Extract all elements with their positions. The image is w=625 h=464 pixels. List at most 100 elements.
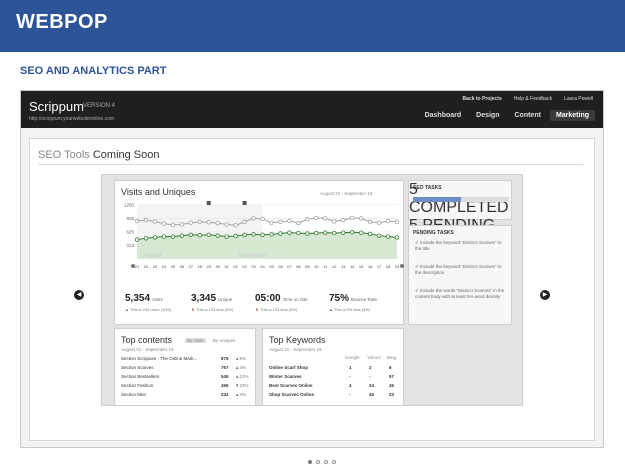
- content-row[interactable]: Section Scarves 767 ▲4%: [121, 365, 251, 370]
- scroll-right-icon: [400, 264, 404, 268]
- keyword-row[interactable]: Winter Scarves - - 67: [269, 374, 399, 379]
- uniques-point: [251, 232, 256, 237]
- uniques-point: [376, 233, 382, 238]
- uniques-point: [143, 236, 149, 241]
- pending-tasks-title: PENDING TASKS: [413, 230, 454, 236]
- task-item[interactable]: ✔ Include the keyword "Distinct Scarves"…: [415, 240, 507, 252]
- carousel-dot[interactable]: [324, 460, 328, 464]
- uniques-point: [197, 233, 202, 238]
- visits-point: [152, 219, 158, 224]
- uniques-area: [137, 232, 397, 259]
- x-tick-label: 26: [180, 264, 185, 269]
- nav-design[interactable]: Design: [476, 112, 500, 119]
- divider: [38, 164, 583, 165]
- uniques-point: [278, 231, 283, 236]
- scroll-left-icon: [131, 264, 135, 268]
- app-url[interactable]: http://scrippum.yourwebsiteonline.com: [29, 116, 115, 122]
- top-contents-card: Top contents By visits By uniques August…: [114, 328, 256, 406]
- range-handle: [242, 201, 247, 205]
- task-item[interactable]: ✔ Include the keyword "Distinct Scarves"…: [415, 264, 507, 276]
- visits-point: [385, 218, 391, 224]
- col-yahoo: Yahoo!: [367, 355, 381, 360]
- visits-point: [179, 222, 185, 227]
- keyword-name: Online Scarf Shop: [269, 365, 309, 370]
- next-slide-button[interactable]: ▶: [540, 290, 550, 300]
- stat-visits: 5,354 Visits: [125, 293, 163, 304]
- top-keywords-title: Top Keywords: [269, 335, 326, 345]
- x-tick-label: 16: [368, 264, 373, 269]
- nav-marketing[interactable]: Marketing: [549, 110, 595, 121]
- prev-slide-button[interactable]: ◀: [74, 290, 84, 300]
- stat-time: 05:00 Time on Site: [255, 293, 308, 304]
- content-name: Section Bestsellers: [121, 374, 160, 379]
- carousel-dot[interactable]: [316, 460, 320, 464]
- visits-point: [394, 219, 400, 225]
- content-pct: ▼23%: [235, 383, 249, 388]
- seo-tools-panel: SEO Tools Coming Soon ◀ ▶ Visits and Uni…: [29, 138, 595, 464]
- keyword-row[interactable]: Best Scarves Online 4 34 45: [269, 383, 399, 388]
- x-tick-label: 29: [206, 264, 211, 269]
- stat-change: This is 133 less (5%): [196, 307, 234, 312]
- content-row[interactable]: Section Men 234 ▲3%: [121, 392, 251, 397]
- keyword-name: Best Scarves Online: [269, 383, 313, 388]
- nav-content[interactable]: Content: [514, 112, 541, 119]
- by-uniques-toggle[interactable]: By uniques: [213, 338, 236, 343]
- completed-count: 5 COMPLETED: [409, 181, 509, 216]
- uniques-point: [341, 230, 346, 235]
- task-item[interactable]: ✔ Include the words "Distinct Scarves" i…: [415, 288, 507, 300]
- keyword-row[interactable]: Online Scarf Shop 1 2 6: [269, 365, 399, 370]
- content-row[interactable]: Section Fashion 456 ▼23%: [121, 383, 251, 388]
- content-pct: ▲12%: [235, 374, 249, 379]
- pending-tasks-card: PENDING TASKS ✔ Include the keyword "Dis…: [408, 225, 512, 325]
- seo-tasks-card: SEO TASKS 5 COMPLETED 5 PENDING: [408, 180, 512, 234]
- content-row[interactable]: Section Bestsellers 545 ▲12%: [121, 374, 251, 379]
- keyword-bing: 23: [389, 392, 395, 397]
- y-tick-label: 625: [126, 230, 134, 235]
- top-contents-date: August 21 - September 19: [121, 347, 174, 352]
- content-value: 234: [221, 392, 229, 397]
- content-pct: ▲3%: [235, 392, 246, 397]
- x-tick-label: 06: [278, 264, 283, 269]
- seo-progress-fill: [413, 197, 461, 202]
- panel-heading: SEO Tools Coming Soon: [38, 149, 160, 161]
- content-name: Section Men: [121, 392, 147, 397]
- keyword-row[interactable]: Shop Scarves Online - 45 23: [269, 392, 399, 397]
- keyword-yahoo: 45: [369, 392, 375, 397]
- seo-tasks-title: SEO TASKS: [413, 185, 442, 191]
- help-feedback-link[interactable]: Help & Feedback: [513, 96, 553, 102]
- carousel-dots: [308, 460, 336, 464]
- uniques-point: [242, 232, 247, 238]
- range-handle: [206, 201, 211, 205]
- visits-point: [143, 217, 149, 223]
- user-menu[interactable]: Laura Powell: [564, 96, 593, 102]
- uniques-point: [332, 230, 337, 236]
- x-tick-label: 18: [386, 264, 391, 269]
- content-row[interactable]: Section Scrippum - The Online Mark... 87…: [121, 356, 251, 361]
- uniques-point: [323, 230, 328, 235]
- x-tick-label: 11: [323, 264, 328, 269]
- visits-point: [287, 218, 292, 224]
- visits-point: [269, 220, 274, 225]
- visits-title: Visits and Uniques: [121, 187, 196, 197]
- carousel-dot[interactable]: [332, 460, 336, 464]
- top-keywords-card: Top Keywords August 21 - September 19 Go…: [262, 328, 404, 406]
- main-nav: Dashboard Design Content Marketing: [419, 110, 595, 121]
- carousel-dot[interactable]: [308, 460, 312, 464]
- uniques-point: [287, 230, 292, 235]
- visits-point: [233, 223, 238, 228]
- content-name: Section Fashion: [121, 383, 154, 388]
- x-tick-label: 02: [242, 264, 247, 269]
- back-to-projects-link[interactable]: Back to Projects: [462, 96, 502, 102]
- x-tick-label: 31: [224, 264, 229, 269]
- stat-value: 3,345: [191, 293, 217, 304]
- visits-point: [170, 222, 176, 228]
- nav-dashboard[interactable]: Dashboard: [424, 112, 462, 119]
- stat-unique-change: ▼ This is 133 less (5%): [191, 307, 233, 312]
- visits-point: [224, 222, 229, 227]
- uniques-point: [385, 234, 391, 239]
- content-pct: ▲5%: [235, 356, 246, 361]
- uniques-point: [358, 230, 364, 235]
- by-visits-toggle[interactable]: By visits: [185, 338, 206, 343]
- stat-change: This is 5% less (5%): [334, 307, 371, 312]
- uniques-point: [314, 230, 319, 236]
